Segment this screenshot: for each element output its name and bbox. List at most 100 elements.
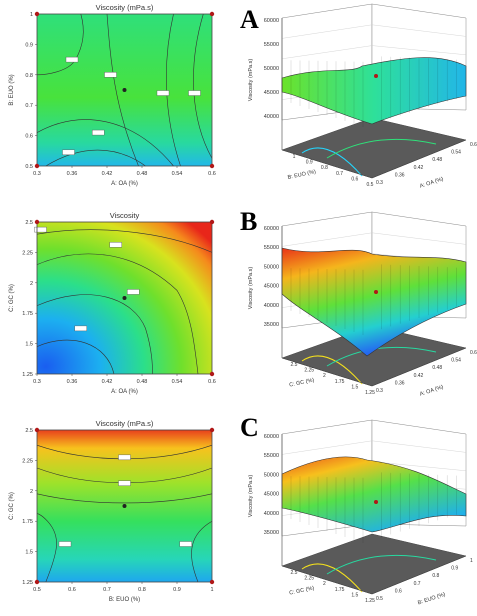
contour-line	[36, 339, 115, 375]
y-tick-label: 1.5	[25, 342, 33, 348]
design-point	[374, 500, 378, 504]
contour-value-box	[74, 325, 87, 332]
design-point	[209, 219, 215, 225]
x-axis-label: A: OA (%)	[111, 181, 138, 187]
y-tick-label: 1.5	[351, 384, 358, 390]
contour-line	[36, 119, 174, 167]
floor-contour-projection	[281, 533, 467, 595]
x-axis-label: B: EUO (%)	[109, 597, 140, 603]
x-tick-label: 0.3	[376, 388, 383, 394]
y-axis-label: B: EUO (%)	[287, 169, 317, 181]
z-axis-label: Viscosity (mPa.s)	[248, 475, 254, 518]
x-axis	[371, 139, 467, 179]
y-axis	[281, 149, 373, 179]
z-tick-label: 55000	[264, 245, 279, 251]
y-tick-label: 0.8	[321, 165, 328, 171]
z-axis-label: Viscosity (mPa.s)	[248, 59, 254, 102]
x-tick-label: 0.5	[33, 587, 41, 593]
x-tick-label: 0.42	[414, 165, 424, 171]
x-tick-label: 0.54	[451, 150, 461, 156]
x-tick-label: 0.6	[395, 588, 402, 594]
x-tick-label: 0.54	[172, 379, 183, 385]
z-tick-label: 60000	[264, 226, 279, 232]
contour-plot: Viscosity (mPa.s) 0.3 0.36 0.42 0.48 0.54 0.6 0…	[9, 3, 216, 187]
design-point	[34, 163, 40, 169]
y-tick-label: 1.25	[22, 580, 33, 586]
y-tick-label: 1.25	[22, 372, 33, 378]
x-tick-label: 1	[470, 558, 473, 564]
z-tick-label: 45000	[264, 90, 279, 96]
contour-value-box	[62, 149, 75, 156]
center-point	[122, 296, 127, 300]
y-tick-label: 0.5	[367, 182, 374, 188]
design-point	[209, 427, 215, 433]
contour-value-box	[65, 56, 79, 63]
x-tick-label: 0.6	[208, 379, 216, 385]
z-tick-label: 45000	[264, 284, 279, 290]
design-point	[34, 579, 40, 585]
x-tick-label: 0.6	[470, 350, 477, 356]
x-axis	[371, 555, 467, 595]
y-tick-label: 2.25	[304, 368, 314, 374]
wall-gridline	[371, 24, 467, 37]
panel-letter: A	[240, 5, 259, 34]
z-tick-label: 40000	[264, 114, 279, 120]
surface-plot: 60000 55000 50000 45000 40000 Viscosity (mPa.…	[248, 3, 477, 190]
x-tick-label: 0.7	[103, 587, 111, 593]
design-point	[374, 290, 378, 294]
y-tick-label: 2.25	[304, 576, 314, 582]
z-tick-label: 35000	[264, 322, 279, 328]
response-surface	[281, 57, 467, 125]
y-tick-label: 1.75	[22, 519, 33, 525]
x-tick-label: 0.42	[102, 379, 113, 385]
z-tick-label: 40000	[264, 303, 279, 309]
y-axis-label: C: GC (%)	[289, 585, 315, 596]
contour-line	[36, 513, 57, 583]
x-tick-label: 0.7	[414, 581, 421, 587]
z-tick-label: 50000	[264, 66, 279, 72]
contour-line	[106, 13, 139, 167]
z-tick-label: 50000	[264, 264, 279, 270]
y-tick-label: 2	[323, 373, 326, 379]
wall-gridline	[281, 232, 373, 247]
x-tick-label: 0.3	[376, 180, 383, 186]
x-tick-label: 0.36	[67, 171, 78, 177]
y-tick-label: 2.5	[291, 570, 298, 576]
y-tick-label: 0.7	[25, 103, 33, 109]
y-tick-label: 2	[323, 581, 326, 587]
y-tick-label: 0.9	[25, 42, 33, 48]
y-axis-label: C: GC (%)	[9, 284, 15, 312]
z-tick-label: 45000	[264, 492, 279, 498]
y-tick-label: 0.6	[351, 176, 358, 182]
design-point	[209, 163, 215, 169]
x-tick-label: 0.36	[395, 172, 405, 178]
y-tick-label: 2.5	[291, 362, 298, 368]
contour-frame	[36, 221, 213, 375]
x-axis-label: B: EUO (%)	[417, 592, 446, 607]
contour-value-box	[34, 226, 47, 233]
panel-letter: C	[240, 413, 259, 442]
wall-gridline	[371, 45, 467, 55]
wall-gridline	[281, 440, 373, 455]
contour-value-box	[104, 72, 117, 78]
y-tick-label: 0.9	[306, 160, 313, 166]
response-surface	[281, 456, 467, 533]
floor-contour-projection	[281, 117, 467, 179]
x-tick-label: 0.48	[137, 379, 148, 385]
y-tick-label: 1.25	[365, 598, 375, 604]
y-tick-label: 0.7	[336, 171, 343, 177]
surface-plot: 60000 55000 50000 45000 40000 35000 Viscosity …	[248, 419, 473, 607]
z-tick-label: 55000	[264, 42, 279, 48]
y-tick-label: 2.5	[25, 428, 33, 434]
z-tick-label: 50000	[264, 472, 279, 478]
contour-line	[36, 253, 199, 375]
y-tick-label: 1.25	[365, 390, 375, 396]
contour-line	[36, 229, 213, 253]
surface-plot: 60000 55000 50000 45000 40000 35000 Viscosity …	[248, 211, 477, 398]
y-tick-label: 0.5	[25, 164, 33, 170]
y-tick-label: 1	[293, 154, 296, 160]
x-tick-label: 0.6	[470, 142, 477, 148]
y-axis-label: C: GC (%)	[289, 377, 315, 388]
x-tick-label: 0.5	[376, 596, 383, 602]
